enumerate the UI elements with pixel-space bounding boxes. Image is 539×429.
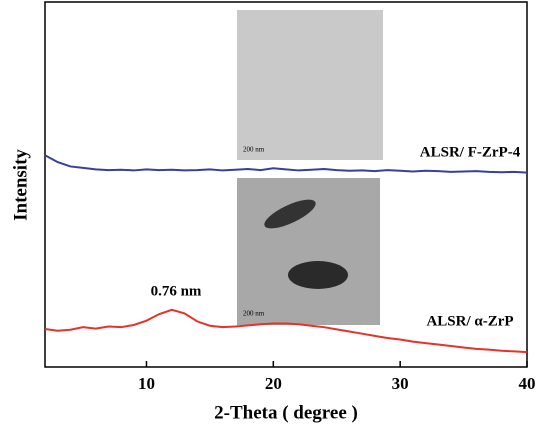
x-tick-label: 30	[392, 374, 409, 393]
plot-frame	[44, 1, 528, 368]
x-tick-label: 20	[265, 374, 282, 393]
particle	[288, 261, 348, 289]
series-label: ALSR/ α-ZrP	[426, 313, 513, 329]
particle	[264, 199, 316, 229]
x-axis-label: 2-Theta ( degree )	[214, 402, 358, 423]
x-tick-label: 10	[138, 374, 155, 393]
data-line	[44, 154, 528, 174]
y-axis-label: Intensity	[10, 149, 31, 221]
series-label: ALSR/ F-ZrP-4	[420, 144, 521, 160]
x-tick-label: 40	[519, 374, 536, 393]
data-line	[44, 308, 528, 354]
scale-label: 200 nm	[243, 146, 265, 154]
tem-inset-image	[237, 10, 383, 160]
scale-label: 200 nm	[243, 310, 265, 318]
annotation: 0.76 nm	[151, 283, 202, 299]
